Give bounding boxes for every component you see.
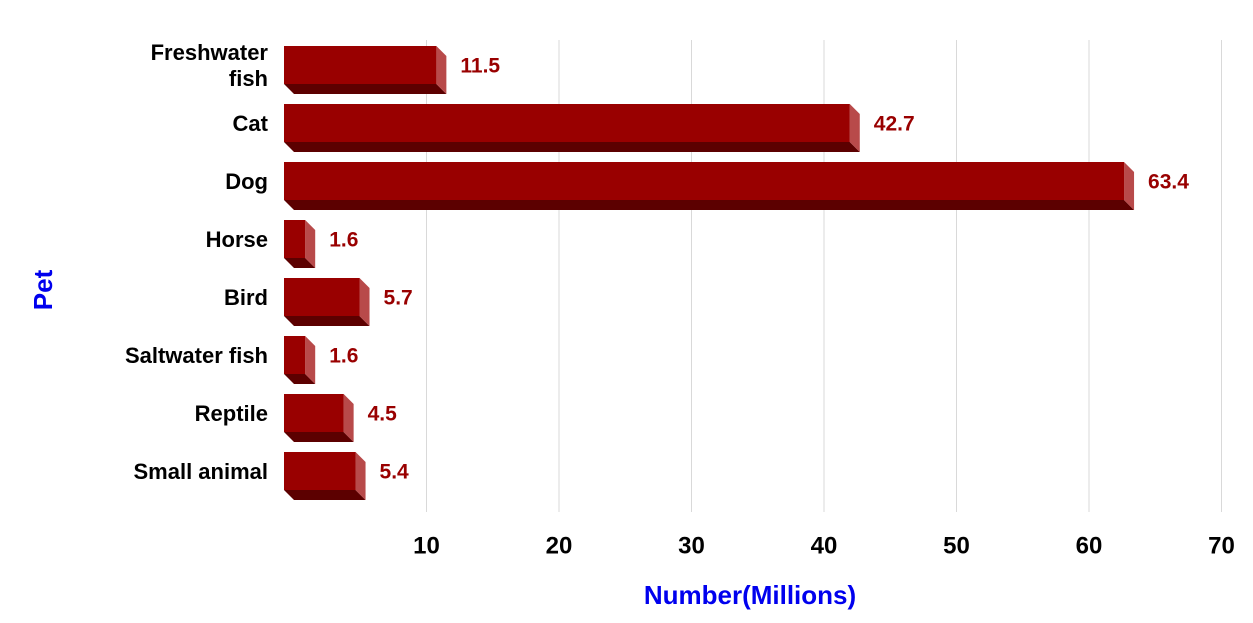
bar <box>284 336 316 384</box>
bar <box>284 278 370 326</box>
y-axis-title: Pet <box>28 269 58 310</box>
value-label: 1.6 <box>329 345 358 368</box>
bar-front <box>284 452 356 490</box>
value-label: 63.4 <box>1148 171 1189 194</box>
value-label: 4.5 <box>368 403 398 426</box>
bar-front <box>284 104 850 142</box>
bar-bottom <box>284 316 370 326</box>
bar <box>284 46 447 94</box>
bar-bottom <box>284 258 316 268</box>
bar <box>284 104 860 152</box>
y-tick-label: Cat <box>232 111 268 136</box>
bar <box>284 452 366 500</box>
y-tick-label: Small animal <box>133 459 268 484</box>
x-tick-label: 60 <box>1076 532 1103 559</box>
bar-front <box>284 336 306 374</box>
bar-bottom <box>284 200 1135 210</box>
bar <box>284 220 316 268</box>
bar-side <box>305 336 316 384</box>
x-tick-label: 20 <box>546 532 573 559</box>
bar-side <box>305 220 316 268</box>
y-tick-label: Bird <box>224 285 268 310</box>
bar-side <box>359 278 370 326</box>
bar <box>284 394 354 442</box>
x-tick-label: 50 <box>943 532 970 559</box>
y-tick-label: Reptile <box>194 401 268 426</box>
x-axis-title: Number(Millions) <box>644 580 856 610</box>
x-tick-label: 70 <box>1208 532 1235 559</box>
value-label: 5.7 <box>384 287 413 310</box>
x-tick-label: 40 <box>811 532 838 559</box>
x-tick-label: 10 <box>413 532 440 559</box>
bar-side <box>355 452 366 500</box>
bar <box>284 162 1135 210</box>
bar-side <box>436 46 447 94</box>
bar-bottom <box>284 84 447 94</box>
bar-front <box>284 278 360 316</box>
value-label: 42.7 <box>874 113 915 136</box>
bar-side <box>849 104 860 152</box>
value-label: 1.6 <box>329 229 358 252</box>
bar-front <box>284 220 306 258</box>
bar-front <box>284 46 437 84</box>
x-tick-label: 30 <box>678 532 705 559</box>
y-tick-label: Freshwater fish <box>150 40 268 91</box>
value-label: 11.5 <box>460 55 500 78</box>
bar-side <box>343 394 354 442</box>
bar-bottom <box>284 432 354 442</box>
bar-front <box>284 162 1125 200</box>
bar-front <box>284 394 344 432</box>
bar-side <box>1124 162 1135 210</box>
y-tick-label: Saltwater fish <box>124 343 268 368</box>
value-label: 5.4 <box>380 461 410 484</box>
y-tick-label: Horse <box>205 227 268 252</box>
bar-bottom <box>284 142 860 152</box>
y-tick-label: Dog <box>225 169 268 194</box>
bar-bottom <box>284 490 366 500</box>
bar-bottom <box>284 374 316 384</box>
